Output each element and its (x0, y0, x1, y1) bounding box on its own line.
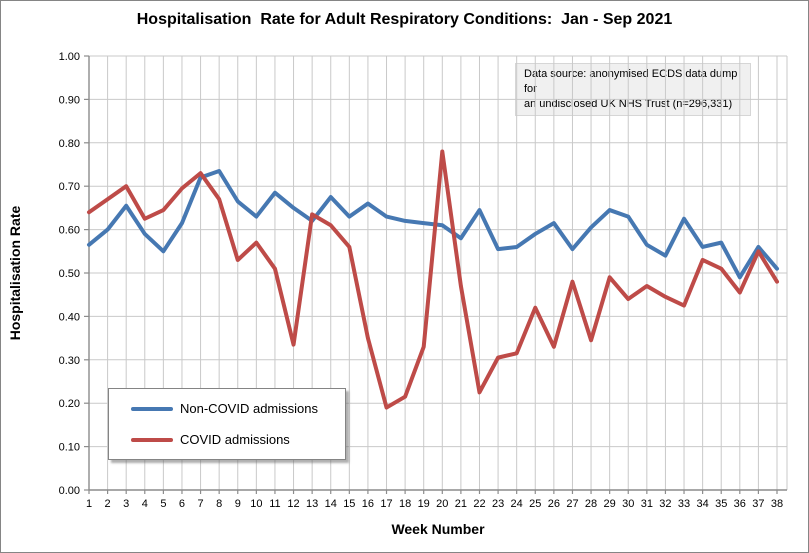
svg-text:15: 15 (343, 498, 355, 510)
chart-title: Hospitalisation Rate for Adult Respirato… (136, 11, 673, 28)
svg-text:16: 16 (362, 498, 374, 510)
svg-text:11: 11 (269, 498, 280, 510)
svg-text:4: 4 (142, 498, 148, 510)
svg-text:30: 30 (622, 498, 634, 510)
series-line-covid-admissions (87, 149, 779, 410)
svg-text:34: 34 (696, 498, 708, 510)
svg-text:7: 7 (198, 498, 204, 510)
svg-text:0.30: 0.30 (59, 355, 80, 367)
svg-text:31: 31 (641, 498, 653, 510)
svg-text:6: 6 (179, 498, 185, 510)
svg-text:0.00: 0.00 (59, 485, 80, 497)
svg-text:25: 25 (529, 498, 541, 510)
svg-text:0.50: 0.50 (59, 268, 80, 280)
svg-text:26: 26 (548, 498, 560, 510)
svg-text:8: 8 (216, 498, 222, 510)
svg-text:0.80: 0.80 (59, 138, 80, 150)
svg-text:14: 14 (325, 498, 337, 510)
svg-text:0.20: 0.20 (59, 398, 80, 410)
svg-text:22: 22 (473, 498, 485, 510)
legend-item-non-covid: Non-COVID admissions (109, 401, 345, 416)
svg-text:13: 13 (306, 498, 318, 510)
svg-text:38: 38 (771, 498, 783, 510)
svg-text:32: 32 (659, 498, 671, 510)
legend-label-non-covid: Non-COVID admissions (180, 401, 318, 416)
svg-text:9: 9 (235, 498, 241, 510)
svg-text:17: 17 (380, 498, 392, 510)
svg-text:5: 5 (160, 498, 166, 510)
svg-text:29: 29 (604, 498, 616, 510)
legend-item-covid: COVID admissions (109, 432, 345, 447)
svg-text:21: 21 (455, 498, 467, 510)
x-axis-title: Week Number (391, 521, 485, 537)
legend-label-covid: COVID admissions (180, 432, 290, 447)
svg-text:1: 1 (86, 498, 92, 510)
svg-text:20: 20 (436, 498, 448, 510)
svg-text:18: 18 (399, 498, 411, 510)
svg-text:33: 33 (678, 498, 690, 510)
svg-text:19: 19 (418, 498, 430, 510)
svg-text:27: 27 (566, 498, 578, 510)
svg-text:3: 3 (123, 498, 129, 510)
svg-text:0.10: 0.10 (59, 442, 80, 454)
svg-text:0.60: 0.60 (59, 225, 80, 237)
svg-text:23: 23 (492, 498, 504, 510)
svg-text:1.00: 1.00 (59, 51, 80, 63)
svg-text:35: 35 (715, 498, 727, 510)
svg-text:12: 12 (287, 498, 299, 510)
svg-text:37: 37 (752, 498, 764, 510)
svg-text:0.70: 0.70 (59, 181, 80, 193)
covid-line-swatch (131, 437, 173, 442)
svg-text:0.40: 0.40 (59, 311, 80, 323)
svg-text:28: 28 (585, 498, 597, 510)
svg-text:36: 36 (734, 498, 746, 510)
svg-text:24: 24 (511, 498, 523, 510)
svg-text:0.90: 0.90 (59, 94, 80, 106)
svg-text:10: 10 (250, 498, 262, 510)
legend: Non-COVID admissions COVID admissions (108, 388, 346, 460)
non-covid-line-swatch (131, 406, 173, 411)
svg-text:2: 2 (105, 498, 111, 510)
